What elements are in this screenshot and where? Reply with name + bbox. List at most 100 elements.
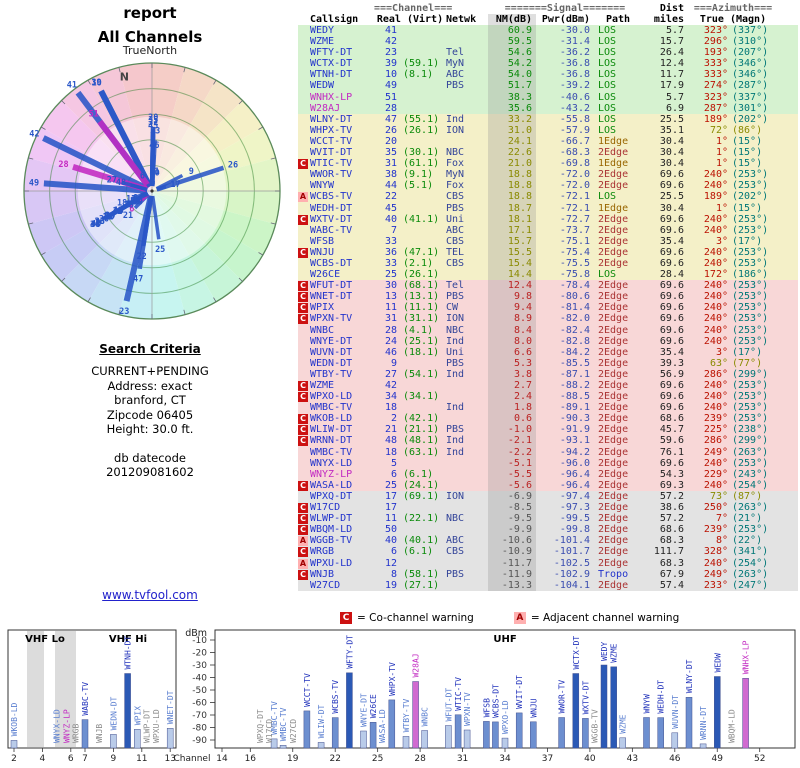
signal-bar-wedw — [714, 676, 721, 749]
virtual-channel — [400, 92, 446, 103]
distance-miles: 67.9 — [659, 568, 684, 580]
real-channel: 6 — [390, 468, 397, 480]
network: Ind — [446, 402, 465, 414]
real-channel: 25 — [384, 269, 397, 281]
noise-margin-db: -1.0 — [488, 424, 536, 436]
distance-miles: 5.7 — [665, 91, 684, 103]
network: Uni — [446, 346, 465, 358]
x-tick-label: 40 — [584, 754, 596, 764]
distance-miles: 57.2 — [659, 490, 684, 502]
noise-margin-db: 51.7 — [488, 80, 536, 92]
azimuth-true: 189° — [703, 191, 728, 203]
adjacent-channel-warning-text: = Adjacent channel warning — [530, 612, 680, 624]
station-row-wedh-dt: WEDH-DT 45 PBS 18.7 -72.1 1Edge 30.4 1° (15°) — [298, 202, 798, 214]
azimuth-magnetic: (17°) — [732, 346, 763, 358]
y-tick-label: -30 — [192, 661, 207, 671]
signal-bar-wabc-tv — [81, 719, 89, 749]
radar-tick — [183, 67, 186, 73]
signal-bar-label-wmbc-tv: WMBC-TV — [279, 707, 288, 741]
vhf-shaded-band — [55, 631, 76, 747]
azimuth-magnetic: (15°) — [732, 147, 763, 159]
network: MyN — [446, 58, 465, 70]
signal-path: 2Edge — [598, 246, 629, 258]
radar-channel-label: 17 — [170, 180, 180, 190]
virtual-channel — [400, 402, 446, 413]
radar-tick — [61, 100, 66, 105]
radar-tick — [61, 277, 66, 282]
warning-spacer — [298, 226, 308, 236]
power-dbm: -88.2 — [559, 380, 590, 391]
noise-margin-db: 24.1 — [488, 135, 536, 148]
warning-spacer — [298, 59, 308, 69]
network — [446, 36, 488, 47]
virtual-channel: (34.1) — [403, 391, 440, 403]
station-row-wlny-dt: WLNY-DT 47 (55.1) Ind 33.2 -55.8 LOS 25.5 189° (2… — [298, 113, 798, 125]
azimuth-magnetic: (253°) — [732, 457, 769, 469]
co-channel-warning-icon: C — [340, 612, 352, 624]
y-tick-label: -80 — [192, 724, 207, 734]
distance-miles: 35.4 — [659, 346, 684, 358]
power-dbm: -72.1 — [559, 202, 590, 214]
azimuth-magnetic: (253°) — [732, 380, 769, 391]
distance-miles: 69.6 — [659, 224, 684, 236]
noise-margin-db: -11.9 — [488, 568, 536, 580]
radar-channel-label: 49 — [29, 179, 39, 189]
warning-spacer — [298, 370, 308, 380]
azimuth-magnetic: (310°) — [732, 36, 769, 48]
signal-bar-wtby-tv — [402, 736, 410, 749]
power-dbm: -72.0 — [559, 180, 590, 192]
distance-miles: 15.7 — [659, 36, 684, 48]
azimuth-magnetic: (253°) — [732, 280, 769, 292]
power-dbm: -96.4 — [559, 479, 590, 491]
power-dbm: -101.7 — [553, 546, 590, 558]
noise-margin-db: 59.5 — [488, 36, 536, 48]
signal-path: LOS — [598, 91, 617, 103]
distance-miles: 69.6 — [659, 302, 684, 314]
azimuth-magnetic: (263°) — [732, 502, 769, 514]
radar-bar-wedw — [43, 180, 148, 194]
virtual-channel — [400, 103, 446, 114]
radar-channel-label: 39 — [91, 78, 101, 88]
power-dbm: -104.1 — [553, 579, 590, 591]
noise-margin-db: -9.9 — [488, 524, 536, 536]
callsign: WNET-DT — [310, 291, 353, 303]
noise-margin-db: 18.8 — [488, 191, 536, 203]
virtual-channel: (5.1) — [403, 180, 434, 192]
radar-channel-label: 44 — [90, 220, 100, 230]
tvfool-link[interactable]: www.tvfool.com — [102, 588, 198, 602]
signal-path: 2Edge — [598, 147, 629, 159]
azimuth-true: 250° — [703, 502, 728, 514]
radar-channel-label: 9 — [189, 167, 194, 177]
callsign: WPIX — [310, 302, 335, 314]
callsign: WBQM-LD — [310, 524, 353, 536]
network — [446, 413, 488, 424]
virtual-channel — [400, 358, 446, 369]
radar-bar-wnhx-lp — [97, 119, 152, 189]
network: Ind — [446, 335, 465, 347]
azimuth-magnetic: (346°) — [732, 69, 769, 81]
signal-bar-label-wctx-dt: WCTX-DT — [572, 636, 581, 670]
network: CBS — [446, 235, 465, 247]
header-netwk: Netwk — [446, 14, 477, 25]
power-dbm: -99.8 — [559, 524, 590, 536]
network: Fox — [446, 180, 465, 192]
network: PBS — [446, 424, 465, 436]
azimuth-true: 240° — [703, 224, 728, 236]
callsign: WHPX-TV — [310, 124, 353, 136]
signal-bar-label-wzme: WZME — [619, 714, 628, 733]
header-signal-group: =======Signal======= — [504, 3, 626, 14]
signal-path: 2Edge — [598, 513, 629, 525]
azimuth-true: 73° — [709, 490, 728, 502]
virtual-channel: (18.1) — [403, 346, 440, 358]
azimuth-true: 240° — [703, 213, 728, 225]
callsign: WABC-TV — [310, 224, 353, 236]
azimuth-true: 189° — [703, 113, 728, 125]
network: NBC — [446, 513, 465, 525]
network: Ind — [446, 368, 465, 380]
azimuth-magnetic: (238°) — [732, 424, 769, 436]
station-row-wpxu-ld: A WPXU-LD 12 -11.7 -102.5 2Edge 68.3 240° (254°) — [298, 557, 798, 569]
noise-margin-db: 31.0 — [488, 124, 536, 136]
power-dbm: -75.4 — [559, 246, 590, 258]
distance-miles: 54.3 — [659, 468, 684, 480]
co-channel-warning-icon: C — [298, 425, 308, 436]
